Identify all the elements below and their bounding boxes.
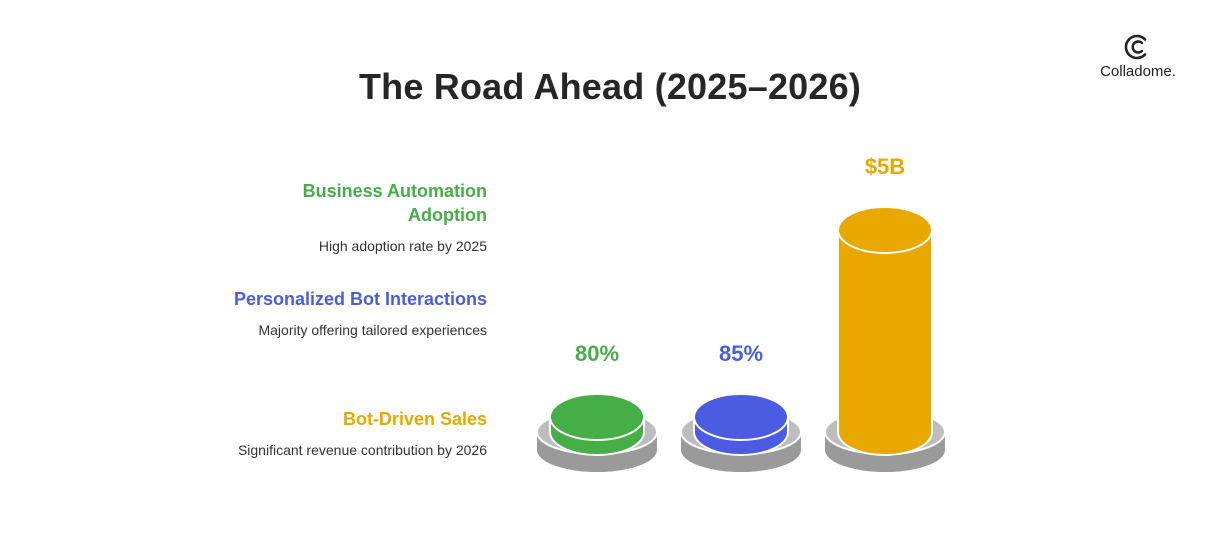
legend-title: Personalized Bot Interactions xyxy=(233,289,487,309)
data-label: 80% xyxy=(575,341,619,366)
legend-item-sales: Bot-Driven Sales Significant revenue con… xyxy=(230,407,487,460)
data-label: 85% xyxy=(719,341,763,366)
legend-title: Business Automation Adoption xyxy=(302,181,487,225)
logo-text: Colladome. xyxy=(1100,63,1176,80)
legend-description: Majority offering tailored experiences xyxy=(258,322,487,338)
legend-description: Significant revenue contribution by 2026 xyxy=(237,442,487,458)
legend-item-personalized: Personalized Bot Interactions Majority o… xyxy=(230,287,487,340)
bar-top xyxy=(837,206,933,254)
page-title: The Road Ahead (2025–2026) xyxy=(358,66,862,107)
data-label: $5B xyxy=(865,154,905,179)
brand-logo: Colladome. xyxy=(1082,32,1194,80)
bar-body xyxy=(838,230,932,432)
bar-top xyxy=(549,393,645,441)
legend-item-automation: Business Automation Adoption High adopti… xyxy=(230,179,487,256)
bar-top xyxy=(693,393,789,441)
legend-description: High adoption rate by 2025 xyxy=(318,238,487,254)
colladome-logo-icon xyxy=(1124,34,1147,60)
legend-title: Bot-Driven Sales xyxy=(342,409,487,429)
